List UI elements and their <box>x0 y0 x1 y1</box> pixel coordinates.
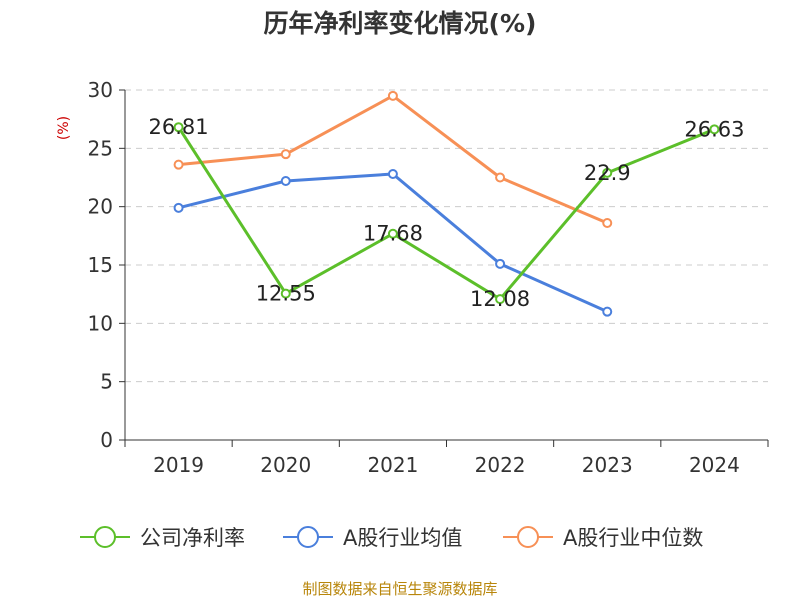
series-lines <box>173 90 720 317</box>
legend-item-company[interactable]: 公司净利率 <box>80 526 245 550</box>
x-tick-label: 2019 <box>153 453 204 477</box>
data-point <box>387 169 398 179</box>
data-point <box>709 124 720 135</box>
data-label: 26.81 <box>149 115 209 139</box>
chart-title: 历年净利率变化情况(%) <box>263 9 537 38</box>
data-point <box>387 90 398 101</box>
data-point <box>173 202 184 213</box>
x-tick-label: 2024 <box>689 453 740 477</box>
series-industry-median <box>173 90 613 228</box>
y-tick-label: 15 <box>88 253 113 277</box>
data-point <box>280 288 291 299</box>
x-tick-label: 2021 <box>367 453 418 477</box>
legend-item-industry-mean[interactable]: A股行业均值 <box>283 526 462 550</box>
series-line <box>178 94 608 225</box>
y-tick-label: 25 <box>88 136 113 160</box>
y-axis-unit-label: (%) <box>56 116 72 140</box>
data-label: 22.9 <box>584 161 631 185</box>
y-tick-label: 10 <box>88 311 113 335</box>
x-axis: 2019 2020 2021 2022 2023 2024 <box>124 439 769 477</box>
data-source-note: 制图数据来自恒生聚源数据库 <box>302 580 498 598</box>
data-point <box>280 176 291 186</box>
series-company <box>173 122 720 305</box>
data-point <box>602 167 613 178</box>
data-labels: 26.81 12.55 17.68 12.08 22.9 26.63 <box>149 115 745 311</box>
grid-lines <box>125 89 768 383</box>
data-label: 12.08 <box>470 287 530 311</box>
x-tick-label: 2022 <box>475 453 526 477</box>
data-point <box>387 228 398 239</box>
y-tick-label: 30 <box>88 78 113 102</box>
data-point <box>495 258 506 269</box>
legend-label: A股行业均值 <box>343 526 462 550</box>
x-tick-label: 2023 <box>582 453 633 477</box>
data-point <box>602 218 613 228</box>
y-tick-label: 5 <box>100 370 113 394</box>
legend: 公司净利率 A股行业均值 A股行业中位数 <box>80 526 703 550</box>
legend-marker-icon <box>94 526 116 548</box>
data-point <box>280 149 291 160</box>
y-tick-label: 0 <box>100 428 113 452</box>
y-axis: 0 5 10 15 20 25 30 <box>88 78 126 452</box>
data-label: 12.55 <box>256 282 316 306</box>
data-label: 26.63 <box>684 117 744 141</box>
data-label: 17.68 <box>363 222 423 246</box>
legend-marker-icon <box>517 526 539 548</box>
data-point <box>173 159 184 170</box>
x-tick-label: 2020 <box>260 453 311 477</box>
legend-label: A股行业中位数 <box>563 526 703 550</box>
y-tick-label: 20 <box>88 195 113 219</box>
data-point <box>173 122 184 133</box>
legend-marker-icon <box>297 526 319 548</box>
data-point <box>602 306 613 317</box>
data-point <box>495 294 506 305</box>
legend-label: 公司净利率 <box>140 526 245 550</box>
data-point <box>495 172 506 183</box>
legend-item-industry-median[interactable]: A股行业中位数 <box>503 526 703 550</box>
series-line <box>177 126 715 301</box>
series-industry-mean <box>173 169 613 317</box>
